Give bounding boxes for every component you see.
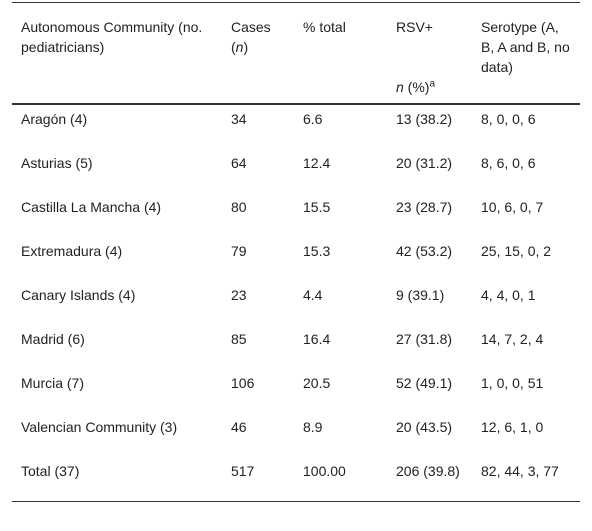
table-cell: 8.9 (303, 419, 323, 435)
table-cell: 34 (222, 103, 294, 149)
table-row: Murcia (7) 106 20.5 52 (49.1) 1, 0, 0, 51 (12, 369, 580, 413)
header-text: n (396, 79, 404, 95)
table-cell: Extremadura (4) (21, 243, 123, 259)
table-cell: Madrid (6) (21, 331, 85, 347)
table-row: Extremadura (4) 79 15.3 42 (53.2) 25, 15, 0,… (12, 237, 580, 281)
header-text: Cases ( (231, 19, 271, 55)
table-cell: 10, 6, 0, 7 (481, 199, 544, 215)
table-row: Canary Islands (4) 23 4.4 9 (39.1) 4, 4, 0, … (12, 281, 580, 325)
table-row: Castilla La Mancha (4) 80 15.5 23 (28.7) 10,… (12, 193, 580, 237)
table-cell: 80 (231, 199, 247, 215)
header-cell: Cases (n) (222, 3, 294, 78)
header-text: ) (243, 39, 249, 55)
table-cell: Valencian Community (3) (21, 419, 178, 435)
table-cell: 23 (28.7) (396, 199, 453, 215)
table-cell: 4.4 (303, 287, 323, 303)
table-cell: Total (37) (21, 463, 80, 479)
header-cell: RSV+ (396, 19, 433, 35)
table-header: Autonomous Community (no. pediatricians)… (12, 3, 580, 105)
table-cell: Canary Islands (4) (21, 287, 136, 303)
table-cell: 16.4 (303, 331, 331, 347)
header-cell: % total (303, 19, 346, 35)
table-cell: 206 (39.8) (396, 463, 460, 479)
table-cell: 85 (231, 331, 247, 347)
table-cell: Castilla La Mancha (4) (21, 199, 162, 215)
table-row: Valencian Community (3) 46 8.9 20 (43.5) 12,… (12, 413, 580, 457)
table-cell: Asturias (5) (21, 155, 93, 171)
table-cell: 106 (231, 375, 255, 391)
table-cell: 1, 0, 0, 51 (481, 375, 544, 391)
table-cell: 82, 44, 3, 77 (481, 463, 559, 479)
table-cell: 9 (39.1) (396, 287, 445, 303)
header-cell: Serotype (A, B, A and B, no data) (481, 19, 570, 75)
table-cell: 20 (43.5) (396, 419, 453, 435)
footnote-mark: a (429, 78, 436, 90)
table-cell: 15.5 (303, 199, 331, 215)
table-cell: 100.00 (303, 463, 346, 479)
table-cell: 8, 6, 0, 6 (481, 155, 536, 171)
table-cell: 79 (231, 243, 247, 259)
table-cell: Murcia (7) (21, 375, 85, 391)
header-text: (%) (403, 79, 430, 95)
table-cell: 23 (231, 287, 247, 303)
table-cell: 14, 7, 2, 4 (481, 331, 544, 347)
table-cell: 12.4 (303, 155, 331, 171)
table-cell: 12, 6, 1, 0 (481, 419, 544, 435)
table-cell: 15.3 (303, 243, 331, 259)
table-cell: 46 (231, 419, 247, 435)
table-cell: 27 (31.8) (396, 331, 453, 347)
table-cell: 20.5 (303, 375, 331, 391)
table-row: Asturias (5) 64 12.4 20 (31.2) 8, 6, 0, 6 (12, 149, 580, 193)
header-cell: Autonomous Community (no. pediatricians) (21, 19, 203, 55)
table-row: Aragón (4) 34 6.6 13 (38.2) 8, 0, 0, 6 (12, 103, 580, 149)
data-table: Autonomous Community (no. pediatricians)… (12, 2, 580, 502)
table-row: Total (37) 517 100.00 206 (39.8) 82, 44, 3, … (12, 457, 580, 502)
table-cell: 517 (231, 463, 255, 479)
table-cell: 20 (31.2) (396, 155, 453, 171)
table-cell: 13 (38.2) (387, 103, 472, 149)
table-cell: 4, 4, 0, 1 (481, 287, 536, 303)
table-cell: 25, 15, 0, 2 (481, 243, 552, 259)
table-cell: 64 (231, 155, 247, 171)
table-cell: 52 (49.1) (396, 375, 453, 391)
header-cell: n (%)a (387, 77, 472, 104)
table-body: Aragón (4) 34 6.6 13 (38.2) 8, 0, 0, 6 Asturi… (12, 103, 580, 502)
header-text: n (235, 39, 244, 55)
table-cell: 6.6 (294, 103, 387, 149)
table-cell: 42 (53.2) (396, 243, 453, 259)
table-cell: 8, 0, 0, 6 (472, 103, 580, 149)
table-cell: Aragón (4) (12, 103, 222, 149)
table-row: Madrid (6) 85 16.4 27 (31.8) 14, 7, 2, 4 (12, 325, 580, 369)
